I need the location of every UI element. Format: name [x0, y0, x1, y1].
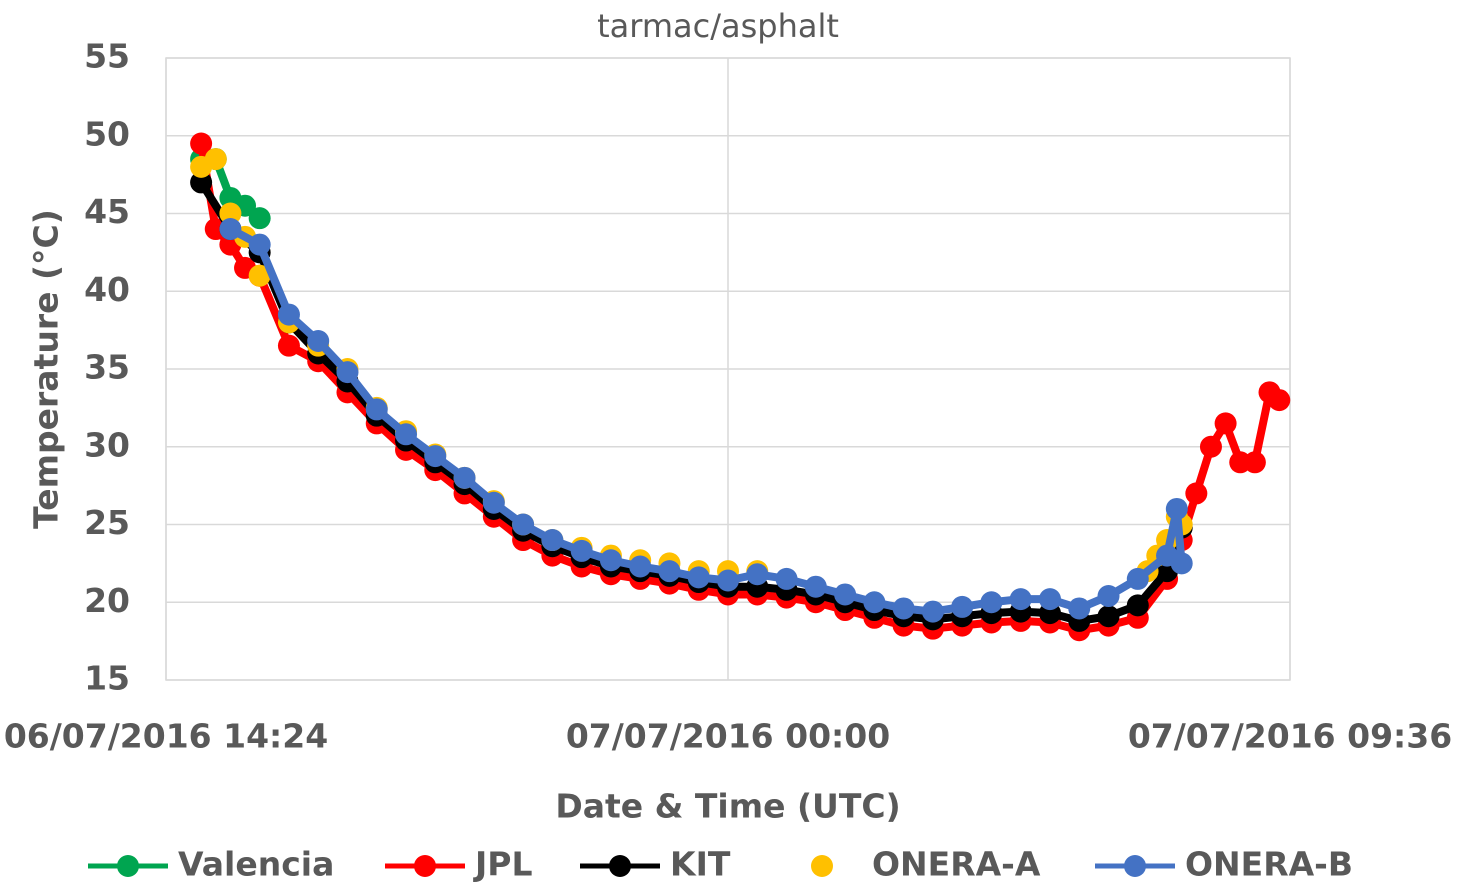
data-point [629, 555, 652, 578]
data-point [1068, 597, 1091, 620]
data-point [482, 491, 505, 514]
legend-marker [811, 855, 833, 877]
data-point [1170, 552, 1193, 575]
legend-marker [609, 855, 631, 877]
chart-title: tarmac/asphalt [597, 7, 839, 45]
data-point [1268, 389, 1291, 412]
data-point [1214, 412, 1237, 435]
x-tick-label: 07/07/2016 00:00 [566, 717, 890, 756]
data-point [453, 466, 476, 489]
data-point [863, 591, 886, 614]
data-point [687, 566, 710, 589]
data-point [248, 264, 271, 287]
x-tick-label: 06/07/2016 14:24 [4, 717, 328, 756]
y-tick-label: 25 [84, 503, 130, 542]
data-point [1009, 588, 1032, 611]
data-point [921, 600, 944, 623]
y-tick-label: 45 [84, 192, 130, 231]
data-point [541, 529, 564, 552]
legend-marker [414, 855, 436, 877]
data-point [804, 575, 827, 598]
data-point [424, 445, 447, 468]
data-point [1243, 451, 1266, 474]
data-point [717, 569, 739, 592]
legend-label: ONERA-B [1185, 845, 1353, 884]
data-point [512, 513, 535, 536]
data-point [1097, 585, 1120, 608]
data-point [1126, 567, 1149, 590]
data-point [1185, 482, 1208, 505]
legend-label: KIT [670, 845, 731, 884]
data-point [570, 539, 593, 562]
data-point [395, 423, 418, 446]
y-tick-label: 35 [84, 348, 130, 387]
data-point [1097, 605, 1120, 628]
data-point [1126, 594, 1149, 617]
data-point [746, 563, 769, 586]
data-point [277, 303, 300, 326]
legend-label: JPL [473, 845, 533, 884]
data-point [204, 148, 227, 171]
data-point [277, 334, 300, 357]
plot-border [165, 57, 1291, 681]
legend-marker [1124, 855, 1146, 877]
data-point [190, 171, 213, 194]
data-point [365, 398, 388, 421]
y-tick-label: 15 [84, 659, 130, 698]
y-tick-label: 40 [84, 270, 130, 309]
data-point [219, 218, 242, 241]
legend-label: Valencia [178, 845, 334, 884]
legend-label: ONERA-A [872, 845, 1041, 884]
y-tick-label: 20 [84, 581, 130, 620]
data-point [775, 567, 798, 590]
data-point [219, 202, 242, 225]
data-point [599, 549, 622, 572]
data-point [336, 361, 359, 384]
data-point [1038, 588, 1061, 611]
data-point [1165, 497, 1188, 520]
data-point [980, 591, 1003, 614]
y-tick-label: 50 [84, 114, 130, 153]
data-point [892, 597, 915, 620]
data-point [190, 132, 213, 155]
data-point [658, 560, 681, 583]
x-tick-label: 07/07/2016 09:36 [1128, 717, 1452, 756]
y-tick-label: 55 [84, 37, 130, 76]
y-axis-title: Temperature (°C) [27, 209, 66, 529]
data-point [248, 233, 271, 256]
x-axis-title: Date & Time (UTC) [555, 787, 900, 826]
data-point [951, 595, 974, 618]
legend-marker [117, 855, 139, 877]
y-tick-label: 30 [84, 425, 130, 464]
data-point [834, 583, 857, 606]
data-point [248, 207, 271, 230]
data-point [307, 330, 330, 353]
data-point [1199, 435, 1222, 458]
